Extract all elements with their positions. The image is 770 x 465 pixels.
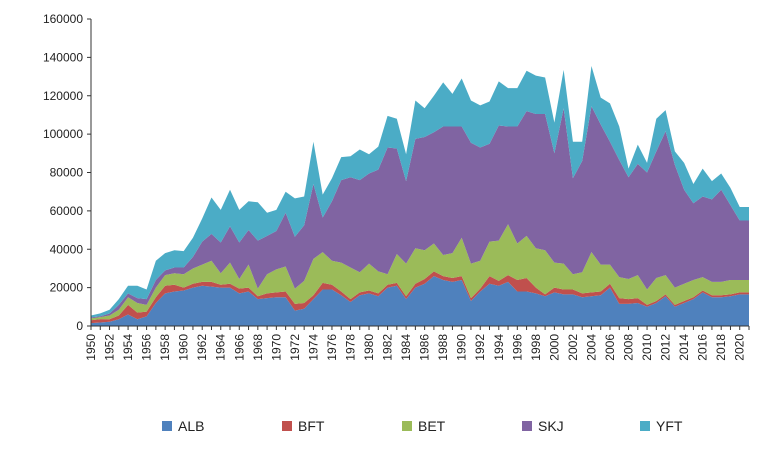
y-tick-label: 160000 — [43, 12, 83, 26]
area-series-skj — [91, 106, 749, 319]
x-tick-label: 1956 — [140, 334, 154, 361]
area-series-bft — [91, 271, 749, 324]
legend-label-bet: BET — [418, 418, 446, 434]
x-tick-label: 1960 — [177, 334, 191, 361]
x-tick-label: 1990 — [455, 334, 469, 361]
x-tick-label: 2002 — [566, 334, 580, 361]
x-tick-label: 2004 — [584, 334, 598, 361]
x-tick-label: 1982 — [381, 334, 395, 361]
chart: 0 20000 40000 60000 80000 100000 120000 140000 1… — [43, 12, 750, 361]
x-tick-label: 1988 — [436, 334, 450, 361]
y-tick-label: 40000 — [50, 242, 84, 256]
area-series-bet — [91, 224, 749, 321]
x-tick-label: 2012 — [659, 334, 673, 361]
x-tick-label: 1970 — [269, 334, 283, 361]
legend-item-bft: BFT — [282, 418, 324, 434]
x-tick-label: 2008 — [622, 334, 636, 361]
y-tick-label: 120000 — [43, 89, 83, 103]
legend-swatch-skj — [522, 421, 532, 431]
x-tick-label: 1978 — [343, 334, 357, 361]
y-tick-label: 100000 — [43, 127, 83, 141]
legend-label-yft: YFT — [656, 418, 683, 434]
legend-item-yft: YFT — [640, 418, 682, 434]
x-tick-label: 1980 — [362, 334, 376, 361]
x-tick-label: 1986 — [418, 334, 432, 361]
y-tick-label: 20000 — [50, 281, 84, 295]
x-tick-label: 1952 — [103, 334, 117, 361]
legend-label-bft: BFT — [298, 418, 325, 434]
x-tick-label: 1976 — [325, 334, 339, 361]
area-series-yft — [91, 66, 749, 318]
legend-swatch-bft — [282, 421, 292, 431]
x-tick-label: 1958 — [158, 334, 172, 361]
x-tick-label: 2006 — [603, 334, 617, 361]
legend-label-skj: SKJ — [538, 418, 564, 434]
area-series-alb — [91, 276, 749, 326]
x-tick-label: 1972 — [288, 334, 302, 361]
x-tick-label: 1992 — [473, 334, 487, 361]
y-axis-ticks: 0 20000 40000 60000 80000 100000 120000 140000 1… — [43, 12, 91, 333]
x-tick-label: 2010 — [640, 334, 654, 361]
y-tick-label: 80000 — [50, 166, 84, 180]
x-tick-label: 1974 — [306, 334, 320, 361]
x-tick-label: 2018 — [714, 334, 728, 361]
legend-swatch-bet — [402, 421, 412, 431]
x-tick-label: 1962 — [195, 334, 209, 361]
x-tick-label: 1968 — [251, 334, 265, 361]
legend: ALB BFT BET SKJ YFT — [0, 418, 770, 442]
x-tick-label: 2000 — [547, 334, 561, 361]
legend-item-skj: SKJ — [522, 418, 564, 434]
x-tick-label: 1954 — [121, 334, 135, 361]
y-tick-label: 60000 — [50, 204, 84, 218]
x-tick-label: 2020 — [733, 334, 747, 361]
legend-label-alb: ALB — [178, 418, 205, 434]
x-tick-label: 1950 — [84, 334, 98, 361]
x-tick-label: 1996 — [510, 334, 524, 361]
legend-swatch-yft — [640, 421, 650, 431]
x-tick-label: 1964 — [214, 334, 228, 361]
legend-swatch-alb — [162, 421, 172, 431]
x-tick-label: 2014 — [677, 334, 691, 361]
x-tick-label: 1998 — [529, 334, 543, 361]
legend-item-alb: ALB — [162, 418, 204, 434]
plot-areas — [91, 66, 749, 326]
x-axis-ticks: 1950 1952 1954 1956 1958 1960 1962 1964 1966 1968… — [84, 326, 750, 361]
x-tick-label: 1984 — [399, 334, 413, 361]
legend-item-bet: BET — [402, 418, 445, 434]
x-tick-label: 1994 — [492, 334, 506, 361]
x-tick-label: 2016 — [696, 334, 710, 361]
y-tick-label: 0 — [76, 319, 83, 333]
x-tick-label: 1966 — [232, 334, 246, 361]
y-tick-label: 140000 — [43, 50, 83, 64]
